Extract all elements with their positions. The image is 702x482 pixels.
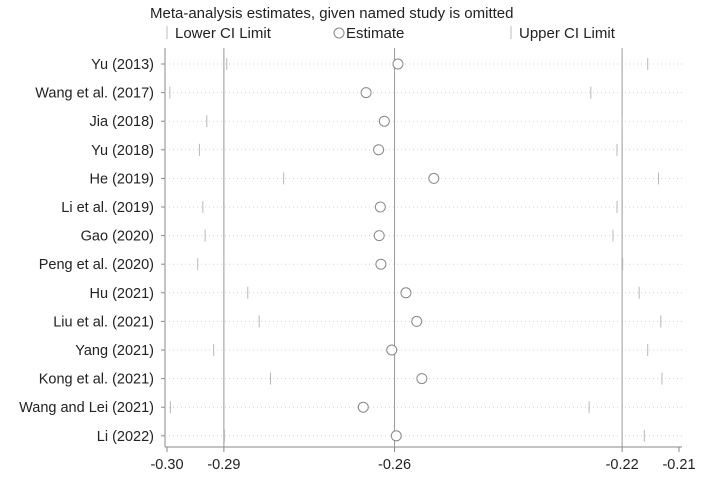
study-row: Wang et al. (2017) bbox=[35, 86, 682, 102]
estimate-marker bbox=[428, 172, 440, 184]
estimate-marker bbox=[390, 430, 402, 442]
legend: Lower CI Limit Estimate Upper CI Limit bbox=[166, 25, 616, 42]
study-row: Gao (2020) bbox=[81, 229, 682, 245]
study-row: Jia (2018) bbox=[90, 114, 682, 130]
study-row: Yu (2018) bbox=[91, 143, 682, 159]
legend-estimate-symbol bbox=[333, 27, 345, 39]
estimate-marker bbox=[392, 58, 404, 70]
x-tick-label: -0.22 bbox=[606, 457, 639, 473]
study-row: Kong et al. (2021) bbox=[39, 372, 682, 388]
estimate-marker bbox=[373, 230, 385, 242]
study-row: Yang (2021) bbox=[75, 343, 682, 359]
legend-upper-ci-label: Upper CI Limit bbox=[519, 25, 616, 42]
study-label: Wang et al. (2017) bbox=[35, 86, 154, 102]
legend-estimate-label: Estimate bbox=[346, 25, 404, 42]
x-tick-label: -0.30 bbox=[150, 457, 183, 473]
study-row: Peng et al. (2020) bbox=[39, 257, 682, 273]
x-tick-label: -0.26 bbox=[378, 457, 411, 473]
study-label: Yu (2018) bbox=[91, 143, 154, 159]
estimate-marker bbox=[411, 315, 423, 327]
x-tick-label: -0.29 bbox=[207, 457, 240, 473]
estimate-marker bbox=[357, 401, 369, 413]
study-rows: Yu (2013) Wang et al. (2017) Jia (2018) Yu … bbox=[19, 57, 682, 445]
study-label: Yu (2013) bbox=[91, 57, 154, 73]
study-label: Kong et al. (2021) bbox=[39, 372, 154, 388]
study-row: He (2019) bbox=[90, 171, 682, 187]
legend-lower-ci-label: Lower CI Limit bbox=[175, 25, 272, 42]
study-label: He (2019) bbox=[90, 171, 154, 187]
estimate-marker bbox=[386, 344, 398, 356]
estimate-marker bbox=[375, 258, 387, 270]
study-label: Hu (2021) bbox=[90, 286, 154, 302]
study-label: Peng et al. (2020) bbox=[39, 257, 154, 273]
x-tick-label: -0.21 bbox=[662, 457, 695, 473]
study-label: Li (2022) bbox=[97, 429, 154, 445]
estimate-marker bbox=[378, 115, 390, 127]
study-row: Li (2022) bbox=[97, 429, 682, 445]
study-label: Li et al. (2019) bbox=[61, 200, 154, 216]
study-row: Yu (2013) bbox=[91, 57, 682, 73]
study-row: Liu et al. (2021) bbox=[53, 314, 682, 330]
study-label: Yang (2021) bbox=[75, 343, 154, 359]
study-row: Wang and Lei (2021) bbox=[19, 400, 682, 416]
estimate-marker bbox=[360, 87, 372, 99]
chart-title: Meta-analysis estimates, given named stu… bbox=[150, 5, 514, 22]
study-label: Wang and Lei (2021) bbox=[19, 400, 154, 416]
estimate-marker bbox=[374, 201, 386, 213]
estimate-marker bbox=[373, 144, 385, 156]
study-label: Gao (2020) bbox=[81, 229, 154, 245]
x-axis-ticks: -0.30 -0.29 -0.26 -0.22 -0.21 bbox=[150, 447, 696, 473]
plot-area bbox=[164, 48, 682, 448]
study-label: Liu et al. (2021) bbox=[53, 314, 154, 330]
study-row: Hu (2021) bbox=[90, 286, 682, 302]
reference-lines bbox=[223, 48, 623, 447]
study-row: Li et al. (2019) bbox=[61, 200, 682, 216]
study-label: Jia (2018) bbox=[90, 114, 154, 130]
estimate-marker bbox=[416, 373, 428, 385]
estimate-marker bbox=[400, 287, 412, 299]
